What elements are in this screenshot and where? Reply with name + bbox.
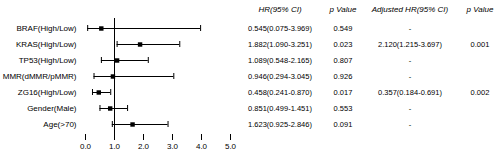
svg-text:0.023: 0.023 <box>334 40 353 49</box>
svg-text:0.0: 0.0 <box>80 142 92 151</box>
svg-text:1.623(0.925-2.846): 1.623(0.925-2.846) <box>248 120 312 129</box>
svg-text:0.091: 0.091 <box>334 120 353 129</box>
svg-text:-: - <box>409 120 412 129</box>
svg-text:-: - <box>409 104 412 113</box>
svg-text:-: - <box>409 56 412 65</box>
svg-text:0.017: 0.017 <box>334 88 353 97</box>
svg-text:2.120(1.215-3.697): 2.120(1.215-3.697) <box>378 40 442 49</box>
svg-text:0.545(0.075-3.969): 0.545(0.075-3.969) <box>248 24 312 33</box>
svg-text:p Value: p Value <box>466 5 494 14</box>
svg-text:Adjusted HR(95% CI): Adjusted HR(95% CI) <box>371 5 449 14</box>
svg-text:4.0: 4.0 <box>196 142 208 151</box>
svg-text:3.0: 3.0 <box>167 142 179 151</box>
svg-text:BRAF(High/Low): BRAF(High/Low) <box>16 24 76 33</box>
svg-text:1.089(0.548-2.165): 1.089(0.548-2.165) <box>248 56 312 65</box>
svg-text:0.946(0.294-3.045): 0.946(0.294-3.045) <box>248 72 312 81</box>
svg-text:-: - <box>409 24 412 33</box>
svg-text:KRAS(High/Low): KRAS(High/Low) <box>16 40 77 49</box>
svg-text:1.0: 1.0 <box>109 142 121 151</box>
svg-text:Gender(Male): Gender(Male) <box>27 104 77 113</box>
svg-text:-: - <box>409 72 412 81</box>
svg-text:1.882(1.090-3.251): 1.882(1.090-3.251) <box>248 40 312 49</box>
svg-text:ZG16(High/Low): ZG16(High/Low) <box>18 88 77 97</box>
svg-text:0.851(0.499-1.451): 0.851(0.499-1.451) <box>248 104 312 113</box>
svg-text:p Value: p Value <box>329 5 357 14</box>
svg-text:0.807: 0.807 <box>334 56 353 65</box>
svg-text:0.549: 0.549 <box>334 24 353 33</box>
svg-text:Age(>70): Age(>70) <box>43 120 76 129</box>
svg-text:0.357(0.184-0.691): 0.357(0.184-0.691) <box>378 88 442 97</box>
svg-text:0.553: 0.553 <box>334 104 353 113</box>
svg-text:0.002: 0.002 <box>471 88 490 97</box>
svg-text:TP53(High/Low): TP53(High/Low) <box>19 56 77 65</box>
svg-text:0.001: 0.001 <box>471 40 490 49</box>
svg-text:MMR(dMMR/pMMR): MMR(dMMR/pMMR) <box>3 72 77 81</box>
svg-text:2.0: 2.0 <box>138 142 150 151</box>
svg-text:0.926: 0.926 <box>334 72 353 81</box>
svg-text:0.458(0.241-0.870): 0.458(0.241-0.870) <box>248 88 312 97</box>
svg-text:HR(95% CI): HR(95% CI) <box>258 5 301 14</box>
svg-text:5.0: 5.0 <box>225 142 237 151</box>
